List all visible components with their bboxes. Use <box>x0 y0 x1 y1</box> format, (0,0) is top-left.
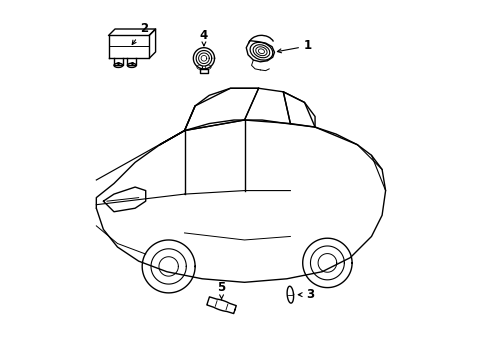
Text: 2: 2 <box>132 22 148 44</box>
Text: 3: 3 <box>298 288 313 301</box>
Text: 1: 1 <box>277 40 311 53</box>
Text: 4: 4 <box>200 29 207 46</box>
Text: 5: 5 <box>217 281 225 300</box>
